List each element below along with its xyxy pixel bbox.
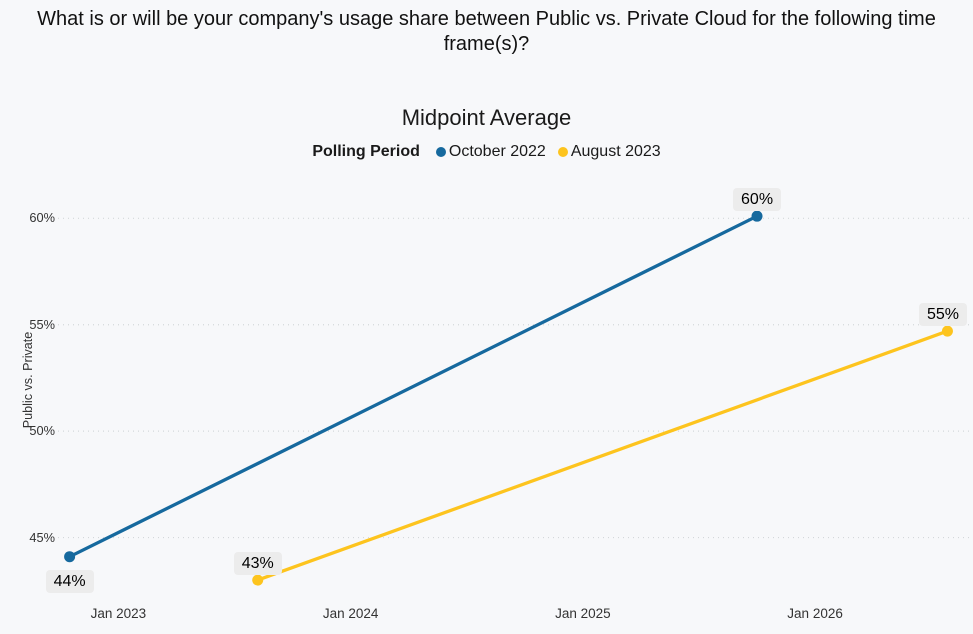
- data-point: [252, 574, 264, 586]
- y-tick-label: 45%: [29, 529, 55, 545]
- data-label: 55%: [919, 303, 968, 327]
- y-tick-label: 60%: [29, 210, 55, 226]
- question-title: What is or will be your company's usage …: [0, 7, 973, 57]
- data-point: [64, 551, 76, 563]
- x-tick-label: Jan 2023: [90, 606, 147, 621]
- x-tick-label: Jan 2026: [787, 606, 843, 621]
- y-tick-label: 55%: [29, 316, 55, 332]
- series-line: [256, 329, 950, 582]
- x-tick-label: Jan 2025: [555, 606, 611, 621]
- data-label: 44%: [45, 569, 94, 593]
- chart-canvas: [58, 210, 973, 586]
- legend-item-august-2023[interactable]: August 2023: [557, 143, 661, 161]
- legend-item-october-2022[interactable]: October 2022: [435, 143, 546, 161]
- plot-area: [58, 180, 973, 595]
- data-label: 60%: [733, 188, 782, 212]
- chart-title: Midpoint Average: [401, 105, 572, 130]
- series-marker-icon: [435, 147, 446, 157]
- series-marker-icon: [557, 147, 568, 157]
- question-title-text: What is or will be your company's usage …: [37, 8, 936, 55]
- legend-item-label: October 2022: [448, 143, 546, 160]
- data-point: [941, 325, 953, 337]
- legend-title: Polling Period: [312, 143, 420, 160]
- series-line: [67, 214, 759, 559]
- legend: Polling Period October 2022 August 2023: [0, 143, 973, 161]
- x-tick-label: Jan 2024: [322, 606, 379, 621]
- data-label: 43%: [233, 552, 282, 576]
- data-point: [751, 210, 763, 222]
- y-tick-label: 50%: [29, 423, 55, 439]
- legend-item-label: August 2023: [570, 143, 661, 160]
